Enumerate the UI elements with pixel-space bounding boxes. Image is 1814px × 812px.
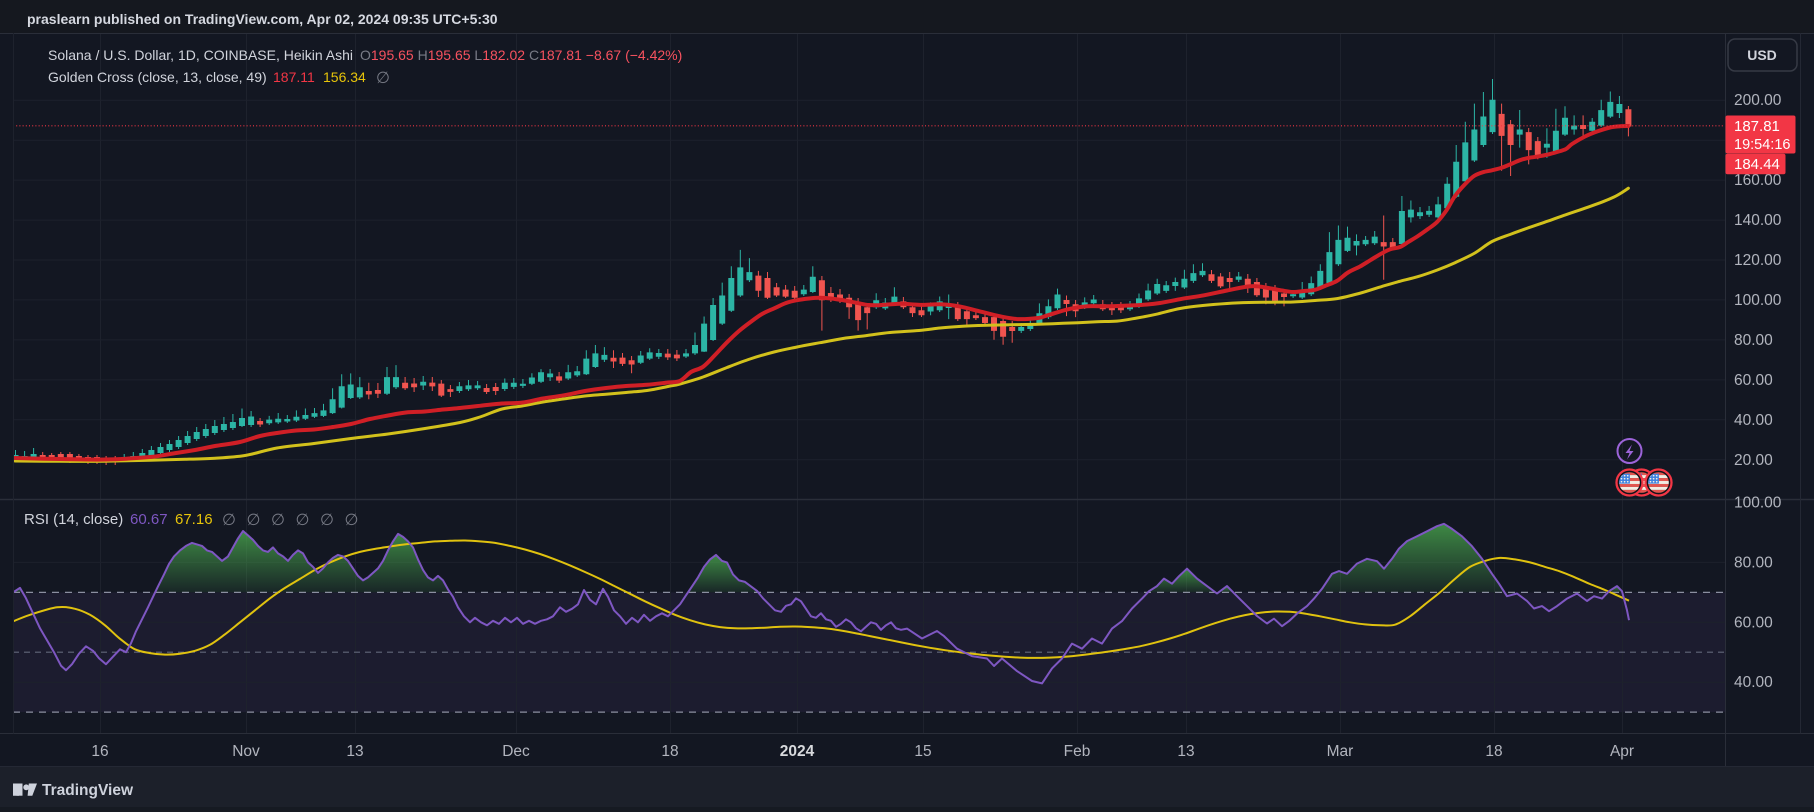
svg-text:120.00: 120.00: [1734, 252, 1782, 269]
svg-text:13: 13: [346, 743, 363, 760]
svg-text:16: 16: [91, 743, 108, 760]
svg-text:Feb: Feb: [1064, 743, 1091, 760]
svg-text:2024: 2024: [780, 743, 815, 760]
svg-text:100.00: 100.00: [1734, 292, 1782, 309]
svg-text:80.00: 80.00: [1734, 554, 1773, 571]
svg-text:RSI (14, close): RSI (14, close): [24, 511, 123, 528]
svg-text:60.00: 60.00: [1734, 614, 1773, 631]
svg-text:40.00: 40.00: [1734, 674, 1773, 691]
svg-text:80.00: 80.00: [1734, 332, 1773, 349]
svg-text:Golden Cross (close, 13, close: Golden Cross (close, 13, close, 49): [48, 69, 267, 85]
svg-text:15: 15: [914, 743, 931, 760]
svg-text:187.11: 187.11: [273, 69, 315, 85]
svg-text:187.81: 187.81: [1734, 118, 1780, 135]
svg-text:60.00: 60.00: [1734, 372, 1773, 389]
svg-text:18: 18: [661, 743, 678, 760]
svg-text:19:54:16: 19:54:16: [1734, 137, 1790, 153]
svg-text:67.16: 67.16: [175, 511, 213, 528]
svg-text:40.00: 40.00: [1734, 412, 1773, 429]
svg-text:Dec: Dec: [502, 743, 530, 760]
svg-text:20.00: 20.00: [1734, 452, 1773, 469]
svg-text:USD: USD: [1747, 47, 1777, 63]
svg-text:200.00: 200.00: [1734, 92, 1782, 109]
svg-text:156.34: 156.34: [323, 69, 366, 85]
svg-text:TradingView: TradingView: [42, 782, 134, 799]
svg-text:∅∅∅∅∅∅: ∅ ∅ ∅ ∅ ∅ ∅: [222, 512, 358, 529]
svg-text:Apr: Apr: [1610, 743, 1634, 760]
svg-text:184.44: 184.44: [1734, 156, 1780, 173]
svg-text:60.67: 60.67: [130, 511, 168, 528]
svg-text:13: 13: [1177, 743, 1194, 760]
svg-text:160.00: 160.00: [1734, 172, 1782, 189]
svg-text:Solana / U.S. Dollar, 1D, COIN: Solana / U.S. Dollar, 1D, COINBASE, Heik…: [48, 47, 353, 63]
svg-text:140.00: 140.00: [1734, 212, 1782, 229]
svg-text:Nov: Nov: [232, 743, 260, 760]
svg-text:∅: ∅: [376, 70, 390, 87]
svg-text:Mar: Mar: [1327, 743, 1354, 760]
svg-text:100.00: 100.00: [1734, 495, 1782, 512]
svg-text:praslearn published on Trading: praslearn published on TradingView.com, …: [27, 11, 498, 27]
svg-text:18: 18: [1485, 743, 1502, 760]
svg-text:O195.65 H195.65 L182.02 C187.8: O195.65 H195.65 L182.02 C187.81 −8.67 (−…: [360, 47, 682, 63]
